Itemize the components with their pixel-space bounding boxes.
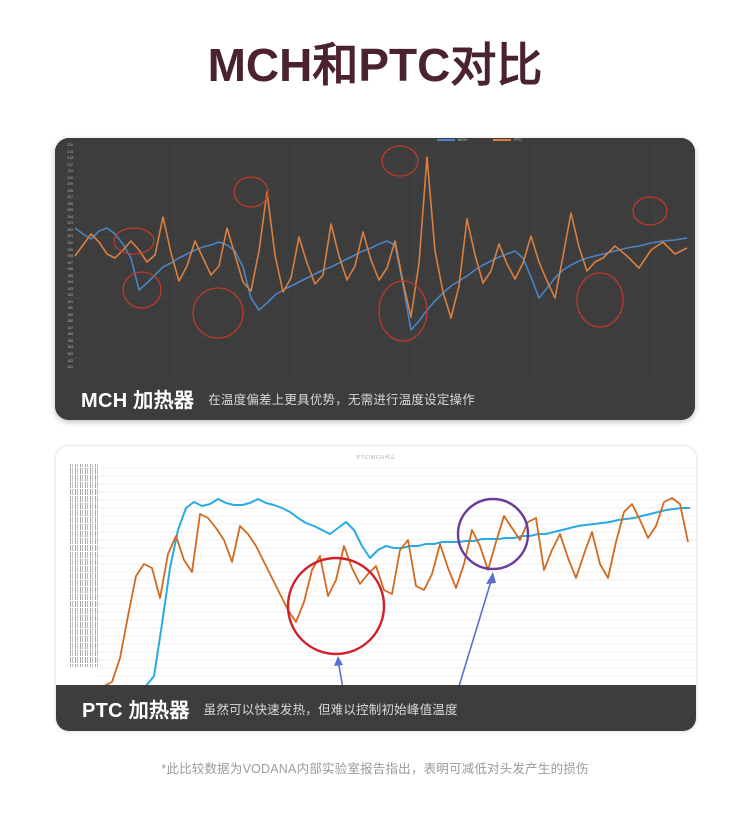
- legend-swatch-blue: [437, 138, 455, 141]
- annotation-arrow-purple-head: [486, 572, 496, 584]
- y-tick: 189: [67, 312, 73, 317]
- y-tick: 195: [67, 273, 73, 278]
- y-tick: 202: [67, 227, 73, 232]
- legend-label-blue: MCH: [458, 138, 468, 142]
- mch-caption-title: MCH 加热器: [81, 389, 195, 412]
- ptc-caption-subtitle: 虽然可以快速发热，但难以控制初始峰值温度: [203, 702, 458, 717]
- annotation-circle-2: [122, 271, 162, 309]
- y-tick: 186: [67, 332, 73, 337]
- y-tick: 181: [67, 365, 73, 370]
- annotation-circle-red: [286, 556, 386, 656]
- y-tick: 182: [67, 358, 73, 363]
- y-tick: 215: [67, 143, 73, 147]
- mch-caption-subtitle: 在温度偏差上更具优势，无需进行温度设定操作: [208, 392, 475, 407]
- y-tick: 205: [67, 208, 73, 213]
- y-tick: 197: [67, 260, 73, 265]
- y-tick: 204: [67, 214, 73, 219]
- mch-y-axis: 215 214 213 212 211 210 209 208 207 206 …: [57, 143, 73, 370]
- y-tick: 200: [67, 240, 73, 245]
- ptc-card: PTC/MCH비교 PTC 加热器 虽然可以快速发热，但难以控制初始峰值温度: [55, 445, 697, 732]
- footnote: *此比较数据为VODANA内部实验室报告指出，表明可减低对头发产生的损伤: [161, 762, 589, 776]
- ptc-chart-svg: [56, 446, 696, 686]
- y-tick: 211: [67, 169, 73, 174]
- mch-orange-series: [74, 156, 688, 319]
- y-tick: 203: [67, 221, 73, 226]
- annotation-circle-6: [378, 280, 428, 342]
- annotation-arrow-red-head: [334, 656, 343, 666]
- y-tick: 213: [67, 156, 73, 161]
- y-tick: 207: [67, 195, 73, 200]
- mch-blue-series: [74, 227, 688, 331]
- ptc-caption-title: PTC 加热器: [82, 699, 190, 722]
- y-tick: 196: [67, 267, 73, 272]
- y-tick: 206: [67, 201, 73, 206]
- annotation-circle-1: [113, 227, 155, 255]
- legend-label-orange: PTC: [514, 138, 523, 142]
- y-tick: 191: [67, 299, 73, 304]
- y-tick: 208: [67, 188, 73, 193]
- y-tick: 194: [67, 280, 73, 285]
- annotation-circle-7: [576, 272, 624, 328]
- y-tick: 187: [67, 325, 73, 330]
- mch-plot-background: [55, 138, 695, 376]
- y-tick: 193: [67, 286, 73, 291]
- y-tick: 212: [67, 162, 73, 167]
- y-tick: 192: [67, 293, 73, 298]
- y-tick: 183: [67, 352, 73, 356]
- y-tick: 188: [67, 319, 73, 324]
- page-title: MCH和PTC对比: [207, 39, 543, 91]
- y-tick: 199: [67, 247, 73, 252]
- annotation-circle-3: [192, 287, 244, 339]
- mch-legend: MCH PTC: [437, 138, 522, 142]
- mch-caption-bar: MCH 加热器 在温度偏差上更具优势，无需进行温度设定操作: [55, 376, 695, 420]
- mch-annotations: [113, 145, 668, 342]
- legend-item-orange: PTC: [493, 138, 522, 142]
- annotation-arrow-purple-line: [458, 577, 493, 686]
- annotation-circle-purple: [456, 497, 530, 571]
- annotation-circle-5: [381, 145, 419, 177]
- y-tick: 214: [67, 149, 73, 154]
- ptc-cyan-series: [130, 498, 690, 686]
- annotation-arrow-red-line: [337, 659, 344, 686]
- y-tick: 210: [67, 175, 73, 180]
- ptc-annotation-purple: [456, 497, 530, 686]
- y-tick: 198: [67, 254, 73, 259]
- mch-card: 215 214 213 212 211 210 209 208 207 206 …: [55, 138, 695, 420]
- ptc-annotation-red: [286, 556, 386, 686]
- y-tick: 209: [67, 182, 73, 187]
- y-tick: 185: [67, 338, 73, 343]
- y-tick: 190: [67, 306, 73, 311]
- legend-item-blue: MCH: [437, 138, 467, 142]
- y-tick: 201: [67, 234, 73, 239]
- ptc-y-axis: [70, 464, 98, 669]
- ptc-chart: PTC/MCH비교: [56, 446, 696, 686]
- mch-chart: 215 214 213 212 211 210 209 208 207 206 …: [55, 138, 695, 376]
- y-tick: 184: [67, 345, 73, 350]
- legend-swatch-orange: [493, 138, 512, 141]
- ptc-orange-series: [103, 497, 689, 686]
- ptc-caption-bar: PTC 加热器 虽然可以快速发热，但难以控制初始峰值温度: [56, 685, 696, 731]
- mch-chart-svg: [55, 138, 695, 376]
- annotation-circle-4: [233, 176, 269, 208]
- ptc-chart-title: PTC/MCH비교: [356, 455, 396, 461]
- annotation-circle-8: [632, 196, 668, 226]
